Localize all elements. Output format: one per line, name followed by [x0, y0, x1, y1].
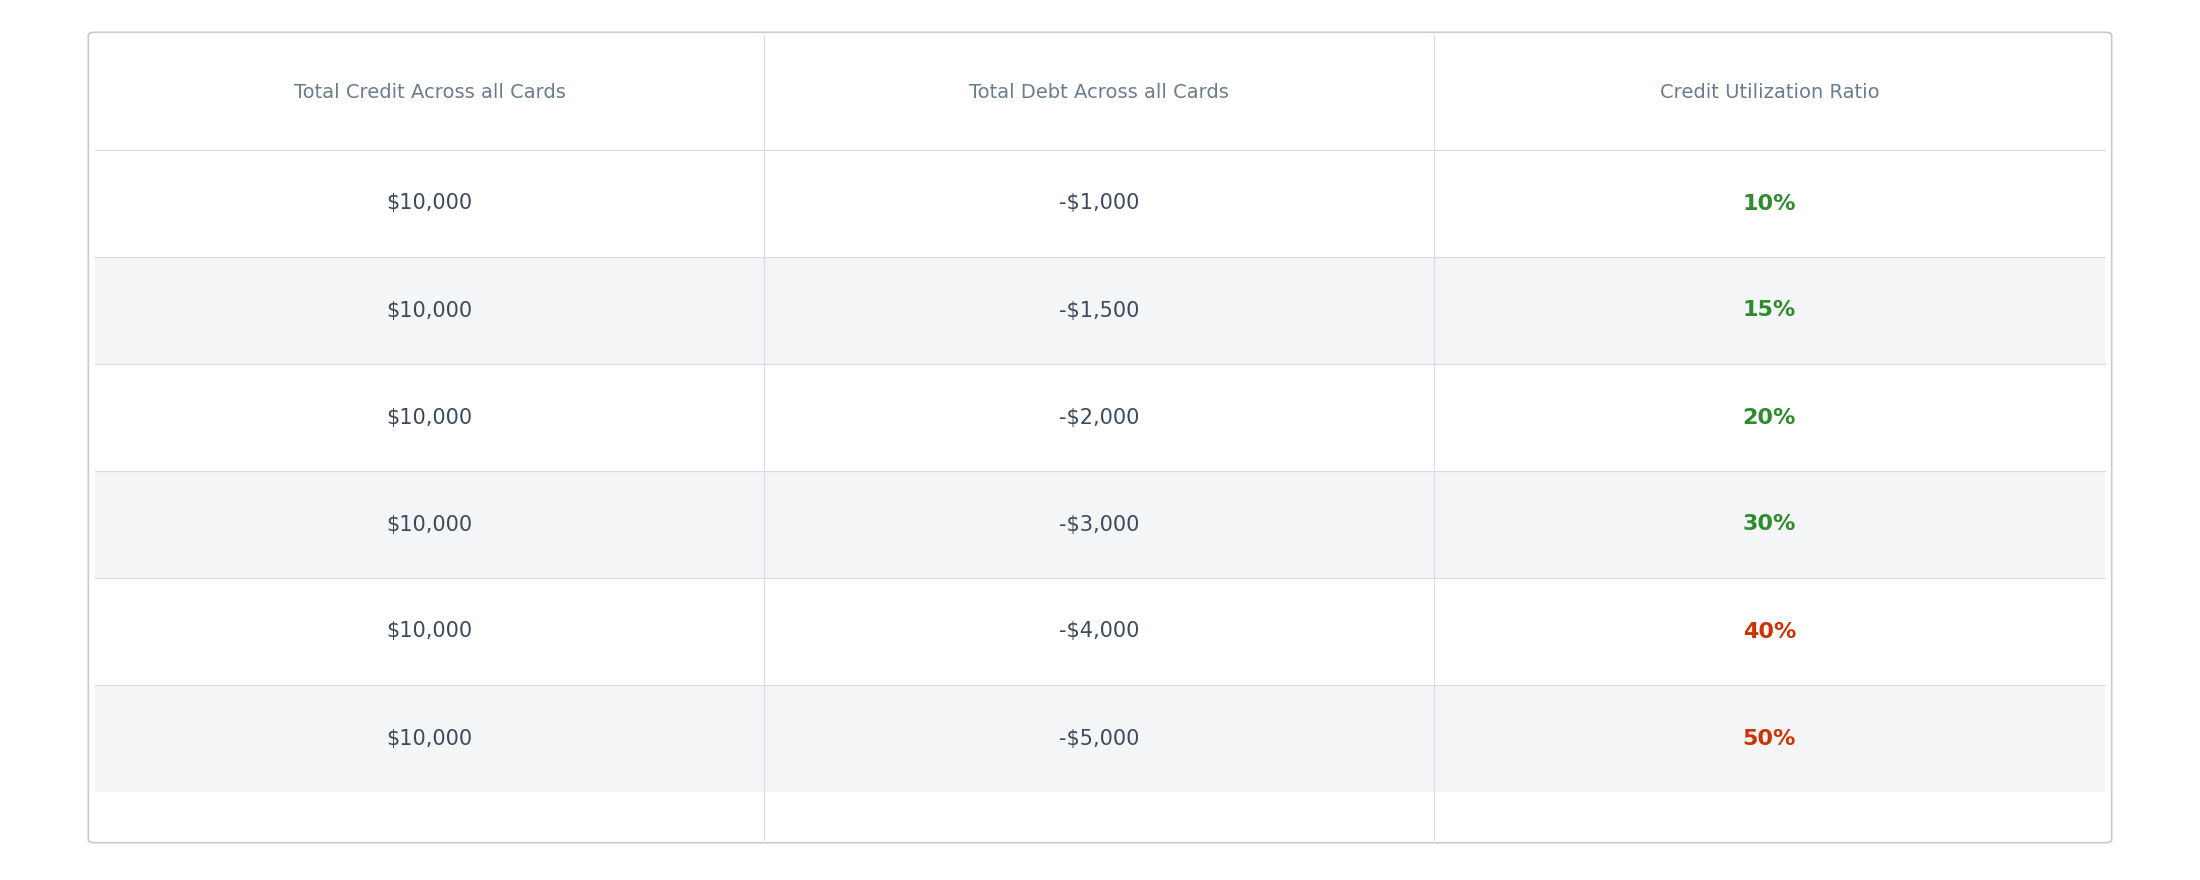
Text: -$4,000: -$4,000	[1058, 621, 1140, 642]
Text: Total Debt Across all Cards: Total Debt Across all Cards	[968, 83, 1230, 102]
Bar	[95, 685, 2105, 792]
Text: $10,000: $10,000	[387, 194, 473, 214]
Text: -$5,000: -$5,000	[1058, 729, 1140, 749]
Bar	[95, 150, 2105, 257]
Text: -$1,000: -$1,000	[1058, 194, 1140, 214]
Text: Credit Utilization Ratio: Credit Utilization Ratio	[1659, 83, 1879, 102]
Bar	[95, 364, 2105, 471]
Text: -$1,500: -$1,500	[1058, 300, 1140, 320]
Text: $10,000: $10,000	[387, 621, 473, 642]
Bar	[95, 35, 2105, 150]
Text: $10,000: $10,000	[387, 407, 473, 428]
Text: $10,000: $10,000	[387, 300, 473, 320]
Text: 20%: 20%	[1742, 407, 1795, 428]
Text: $10,000: $10,000	[387, 729, 473, 749]
Text: Total Credit Across all Cards: Total Credit Across all Cards	[295, 83, 565, 102]
Text: 40%: 40%	[1742, 621, 1795, 642]
Text: 15%: 15%	[1742, 300, 1795, 320]
Text: -$2,000: -$2,000	[1058, 407, 1140, 428]
Bar	[95, 257, 2105, 364]
Text: 50%: 50%	[1742, 729, 1795, 749]
Text: 30%: 30%	[1742, 515, 1795, 534]
Bar	[95, 578, 2105, 685]
Text: -$3,000: -$3,000	[1058, 515, 1140, 534]
Text: 10%: 10%	[1742, 194, 1795, 214]
Text: $10,000: $10,000	[387, 515, 473, 534]
FancyBboxPatch shape	[88, 33, 2112, 843]
Bar	[95, 471, 2105, 578]
